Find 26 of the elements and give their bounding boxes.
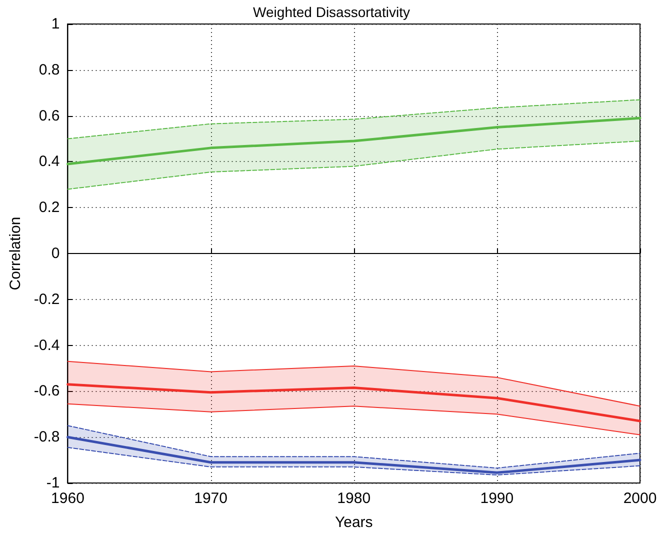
y-tick-label: -0.2 <box>34 290 60 308</box>
line-series <box>67 403 640 436</box>
x-tick-label: 1970 <box>194 490 228 507</box>
line-series <box>66 116 642 166</box>
line-series <box>66 383 642 422</box>
x-tick-label: 1990 <box>480 490 514 507</box>
y-tick-label: 0.6 <box>38 107 60 124</box>
y-tick-label: 0 <box>51 245 60 262</box>
line-series <box>67 140 640 190</box>
x-axis-title: Years <box>334 514 373 531</box>
y-tick-label: 0.4 <box>38 153 60 170</box>
y-tick-label: -0.8 <box>34 428 60 446</box>
x-tick-label: 1980 <box>337 490 371 507</box>
y-tick-label: -1 <box>46 474 60 492</box>
line-series <box>67 99 640 140</box>
y-tick-label: -0.4 <box>34 336 60 354</box>
y-tick-label: -0.6 <box>34 382 60 400</box>
x-tick-label: 2000 <box>623 490 657 507</box>
y-tick-label: 1 <box>51 16 60 32</box>
y-axis-title: Correlation <box>7 216 24 290</box>
y-tick-label: 0.8 <box>38 61 60 78</box>
line-series <box>66 436 642 474</box>
y-tick-label: 0.2 <box>38 199 60 216</box>
line-series <box>67 360 640 407</box>
x-tick-label: 1960 <box>51 490 84 507</box>
chart-title: Weighted Disassortativity <box>253 4 410 20</box>
